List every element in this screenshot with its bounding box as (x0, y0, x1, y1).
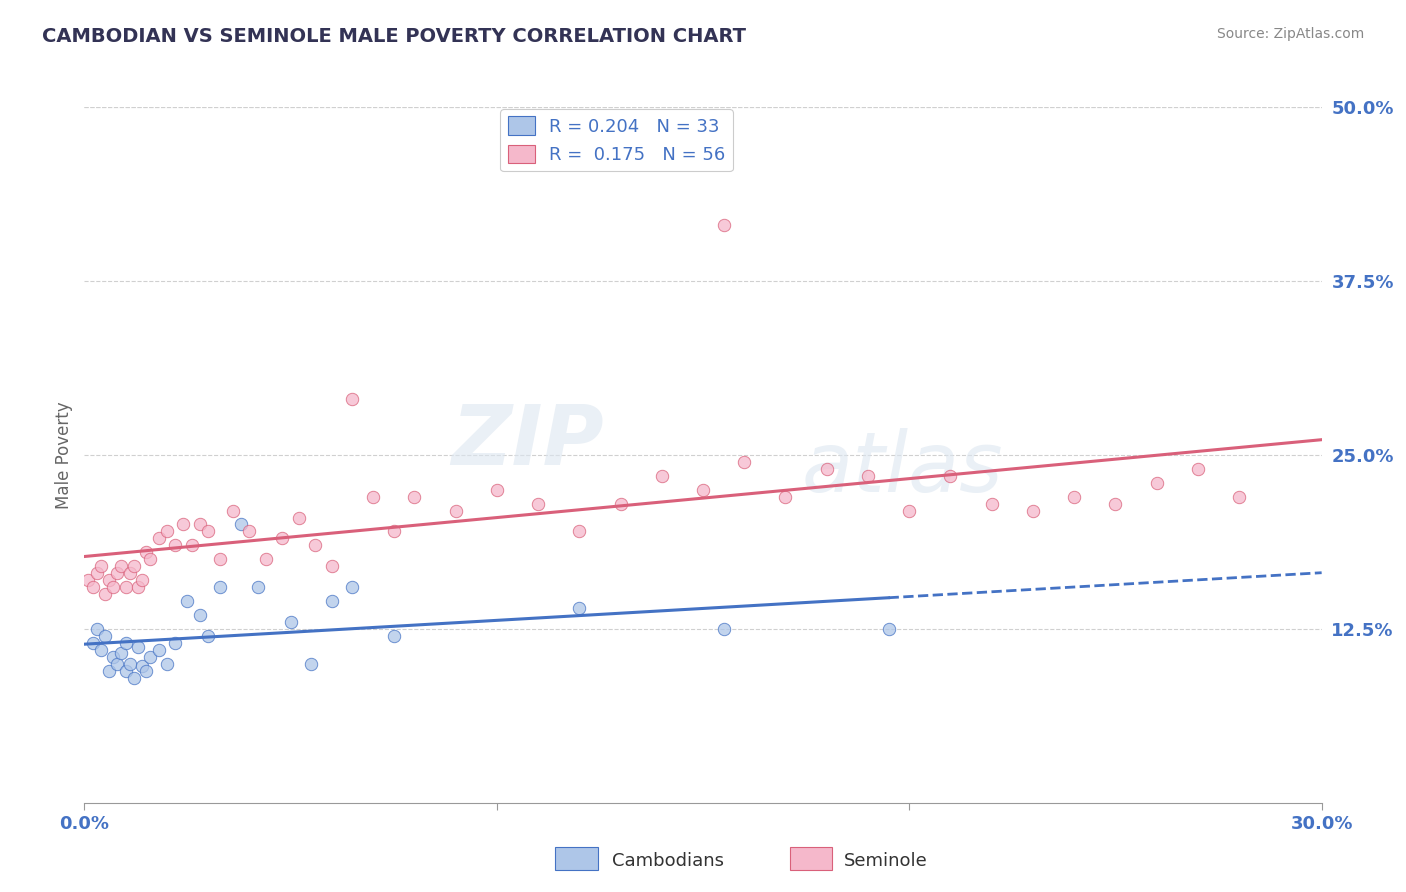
Text: Source: ZipAtlas.com: Source: ZipAtlas.com (1216, 27, 1364, 41)
Point (1063, 490, 1085, 504)
Point (254, 552, 277, 566)
Point (288, 510, 311, 524)
Point (271, 532, 294, 546)
Point (156, 524, 179, 539)
Point (131, 659, 153, 673)
Point (172, 517, 194, 532)
Point (122, 671, 145, 685)
Text: CAMBODIAN VS SEMINOLE MALE POVERTY CORRELATION CHART: CAMBODIAN VS SEMINOLE MALE POVERTY CORRE… (42, 27, 747, 45)
Point (90, 559, 112, 574)
Point (651, 468, 673, 483)
Point (135, 545, 157, 559)
Point (321, 594, 343, 608)
Point (135, 664, 157, 678)
Point (148, 532, 170, 546)
Point (82, 636, 104, 650)
Point (713, 622, 735, 636)
Point (118, 566, 141, 581)
Point (1227, 490, 1250, 504)
Point (77, 573, 100, 587)
Point (197, 524, 219, 539)
Point (122, 559, 145, 574)
Point (188, 517, 211, 532)
Point (165, 538, 187, 552)
Point (98, 664, 121, 678)
Point (114, 636, 136, 650)
Point (568, 601, 591, 615)
Point (229, 517, 252, 532)
Point (898, 503, 921, 517)
Point (222, 503, 245, 517)
Point (197, 629, 219, 643)
Point (775, 490, 797, 504)
Text: Cambodians: Cambodians (612, 852, 724, 870)
Point (82, 580, 104, 594)
Point (321, 559, 343, 574)
Point (105, 566, 128, 581)
Point (404, 490, 426, 504)
Point (444, 503, 467, 517)
Point (856, 468, 879, 483)
Point (180, 538, 202, 552)
Text: Seminole: Seminole (844, 852, 928, 870)
Point (692, 483, 714, 497)
Point (238, 524, 260, 539)
Point (527, 497, 550, 511)
Legend: R = 0.204   N = 33, R =  0.175   N = 56: R = 0.204 N = 33, R = 0.175 N = 56 (501, 109, 733, 171)
Point (103, 580, 125, 594)
Point (139, 649, 162, 664)
Point (342, 580, 364, 594)
Point (877, 622, 900, 636)
Text: ZIP: ZIP (451, 401, 605, 482)
Point (127, 640, 149, 654)
Text: atlas: atlas (801, 428, 1004, 509)
Point (939, 468, 962, 483)
Point (485, 483, 508, 497)
Point (713, 219, 735, 233)
Point (1146, 475, 1168, 490)
Point (86, 622, 108, 636)
Point (176, 594, 198, 608)
Point (382, 524, 405, 539)
Point (382, 629, 405, 643)
Point (280, 615, 302, 629)
Point (90, 642, 112, 657)
Point (110, 559, 132, 574)
Point (105, 657, 128, 671)
Point (148, 642, 170, 657)
Point (156, 657, 179, 671)
Point (733, 455, 755, 469)
Point (568, 524, 591, 539)
Point (1104, 497, 1126, 511)
Point (127, 580, 149, 594)
Point (139, 552, 162, 566)
Point (94, 587, 117, 601)
Point (609, 497, 631, 511)
Point (209, 552, 232, 566)
Point (98, 573, 121, 587)
Point (118, 657, 141, 671)
Point (361, 490, 384, 504)
Point (815, 462, 838, 476)
Point (86, 566, 108, 581)
Point (188, 607, 211, 622)
Point (1022, 503, 1045, 517)
Point (103, 649, 125, 664)
Point (980, 497, 1002, 511)
Point (110, 646, 132, 660)
Point (209, 580, 232, 594)
Point (165, 636, 187, 650)
Point (299, 657, 322, 671)
Y-axis label: Male Poverty: Male Poverty (55, 401, 73, 508)
Point (131, 573, 153, 587)
Point (94, 629, 117, 643)
Point (114, 664, 136, 678)
Point (304, 538, 326, 552)
Point (114, 580, 136, 594)
Point (1187, 462, 1209, 476)
Point (246, 580, 269, 594)
Point (342, 392, 364, 407)
